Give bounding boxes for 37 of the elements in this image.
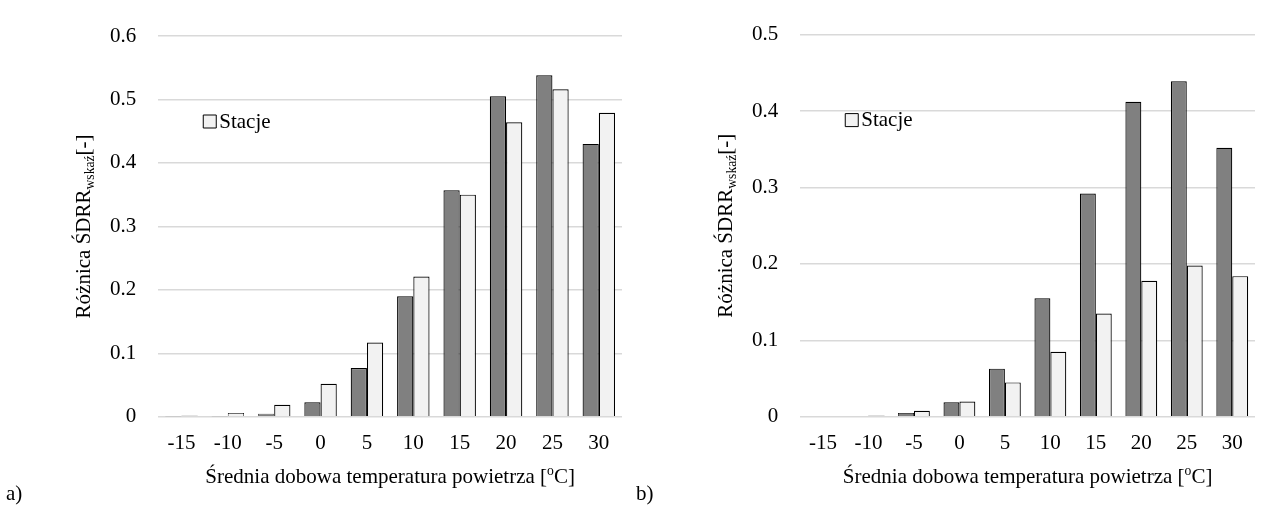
x-tick-label: 10 [1039, 429, 1061, 454]
y-tick-label: 0.1 [110, 339, 137, 364]
x-tick-label: -5 [905, 429, 923, 454]
y-tick-label: 0.4 [110, 149, 137, 174]
x-tick-label: 30 [1221, 429, 1243, 454]
x-tick-label: 0 [954, 429, 965, 454]
x-tick-label: 20 [1130, 429, 1152, 454]
y-tick-label: 0.1 [752, 326, 779, 351]
x-tick-label: 25 [1176, 429, 1198, 454]
x-tick-label: 30 [588, 429, 610, 454]
x-tick-label: 15 [449, 429, 471, 454]
y-tick-label: 0.5 [110, 85, 137, 110]
x-tick-label: 20 [495, 429, 517, 454]
x-tick-label: 5 [361, 429, 373, 454]
text: b) [636, 481, 654, 505]
x-tick-label: 25 [541, 429, 563, 454]
x-tick-label: 15 [1085, 429, 1107, 454]
x-tick-label: -5 [265, 429, 283, 454]
text: a) [6, 481, 23, 505]
y-tick-label: 0.4 [752, 97, 779, 122]
x-tick-label: -10 [213, 429, 242, 454]
y-tick-label: 0.3 [110, 212, 137, 237]
x-tick-label: -15 [167, 429, 196, 454]
y-tick-label: 0 [125, 403, 137, 428]
y-tick-label: 0.6 [110, 22, 137, 47]
y-tick-label: 0.3 [752, 174, 779, 198]
y-tick-label: 0.5 [752, 21, 779, 46]
legend-label: Stacje [861, 107, 913, 132]
y-tick-label: 0.2 [752, 250, 779, 275]
legend-label: Stacje [219, 108, 271, 133]
x-tick-label: 5 [999, 429, 1011, 454]
y-tick-label: 0 [767, 403, 779, 428]
x-tick-label: 0 [315, 429, 326, 454]
y-tick-label: 0.2 [110, 276, 137, 301]
x-tick-label: -10 [854, 429, 883, 454]
x-tick-label: -15 [808, 429, 837, 454]
x-tick-label: 10 [402, 429, 424, 454]
